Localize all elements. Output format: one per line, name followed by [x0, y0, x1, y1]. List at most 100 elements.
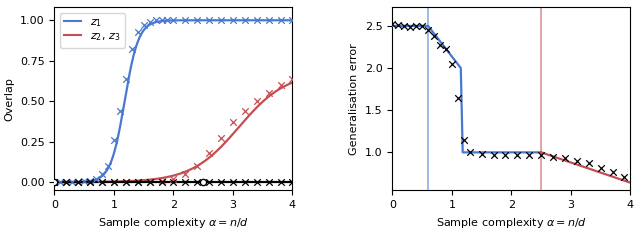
- Point: [150, 18, 161, 22]
- Point: [405, 25, 415, 29]
- Point: [67, 180, 77, 184]
- Point: [228, 120, 238, 124]
- Point: [275, 18, 285, 22]
- Point: [548, 155, 558, 159]
- Point: [180, 172, 191, 176]
- Point: [596, 166, 606, 170]
- Point: [252, 180, 262, 184]
- Point: [264, 91, 274, 95]
- Point: [109, 138, 119, 142]
- Point: [61, 180, 72, 184]
- Point: [49, 180, 60, 184]
- Point: [477, 152, 487, 156]
- Point: [145, 180, 155, 184]
- Y-axis label: Generalisation error: Generalisation error: [349, 43, 359, 155]
- Point: [459, 138, 469, 142]
- Point: [228, 18, 238, 22]
- Point: [512, 153, 522, 157]
- Point: [204, 151, 214, 155]
- Point: [109, 180, 119, 184]
- Point: [121, 77, 131, 81]
- Point: [132, 30, 143, 34]
- Point: [156, 180, 166, 184]
- Point: [287, 77, 298, 81]
- Point: [73, 180, 83, 184]
- Point: [387, 22, 397, 26]
- Point: [216, 18, 226, 22]
- Point: [228, 180, 238, 184]
- Point: [447, 62, 457, 66]
- Point: [252, 99, 262, 103]
- Point: [97, 180, 107, 184]
- Point: [79, 179, 89, 183]
- Point: [240, 109, 250, 113]
- Point: [168, 180, 179, 184]
- Point: [240, 180, 250, 184]
- Point: [192, 18, 202, 22]
- Point: [411, 24, 421, 28]
- Point: [156, 179, 166, 183]
- Point: [192, 180, 202, 184]
- Point: [423, 28, 433, 32]
- Point: [620, 175, 630, 179]
- Point: [55, 180, 65, 184]
- Point: [252, 18, 262, 22]
- Point: [264, 18, 274, 22]
- Point: [121, 180, 131, 184]
- Point: [488, 153, 499, 157]
- Point: [85, 180, 95, 184]
- Point: [97, 172, 107, 176]
- Point: [138, 23, 148, 27]
- Legend: $z_1$, $z_2,\, z_3$: $z_1$, $z_2,\, z_3$: [60, 13, 125, 48]
- Point: [216, 180, 226, 184]
- Point: [127, 48, 137, 51]
- Point: [132, 180, 143, 184]
- Point: [85, 179, 95, 183]
- Point: [429, 34, 439, 38]
- Point: [287, 18, 298, 22]
- Point: [240, 18, 250, 22]
- Point: [465, 150, 475, 154]
- Y-axis label: Overlap: Overlap: [4, 77, 14, 121]
- Point: [61, 180, 72, 184]
- Point: [275, 180, 285, 184]
- Point: [287, 180, 298, 184]
- Point: [61, 180, 72, 184]
- Point: [73, 180, 83, 184]
- Point: [121, 180, 131, 184]
- Point: [417, 24, 428, 28]
- Point: [399, 24, 410, 28]
- Point: [452, 96, 463, 100]
- Point: [216, 137, 226, 141]
- Point: [275, 83, 285, 87]
- X-axis label: Sample complexity $\alpha = n/d$: Sample complexity $\alpha = n/d$: [436, 216, 587, 230]
- Point: [163, 18, 173, 22]
- Point: [109, 180, 119, 184]
- Point: [560, 156, 570, 160]
- Point: [73, 180, 83, 184]
- Point: [204, 180, 214, 184]
- Point: [180, 18, 191, 22]
- Point: [192, 164, 202, 168]
- Point: [115, 109, 125, 113]
- Point: [500, 153, 511, 157]
- Point: [91, 177, 101, 181]
- Point: [524, 153, 534, 157]
- Point: [132, 180, 143, 184]
- Point: [584, 161, 594, 165]
- Point: [103, 164, 113, 168]
- Point: [85, 180, 95, 184]
- Point: [145, 20, 155, 24]
- Point: [97, 180, 107, 184]
- Point: [204, 18, 214, 22]
- Point: [607, 170, 618, 174]
- Point: [441, 48, 451, 51]
- Point: [435, 43, 445, 47]
- Point: [168, 177, 179, 181]
- Point: [264, 180, 274, 184]
- Point: [168, 18, 179, 22]
- X-axis label: Sample complexity $\alpha = n/d$: Sample complexity $\alpha = n/d$: [98, 216, 249, 230]
- Point: [49, 180, 60, 184]
- Point: [536, 153, 547, 157]
- Point: [49, 180, 60, 184]
